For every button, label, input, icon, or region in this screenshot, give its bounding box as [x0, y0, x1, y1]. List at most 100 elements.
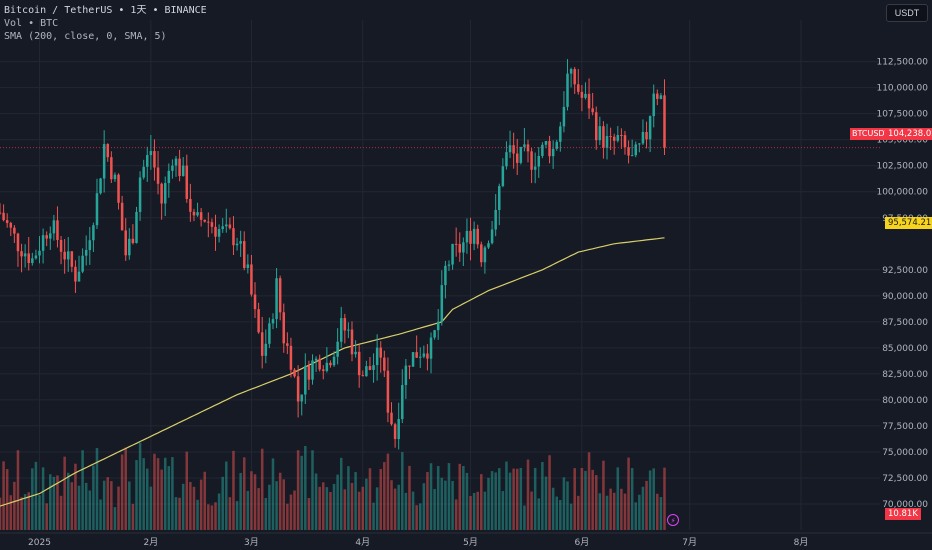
candle-body — [505, 152, 508, 167]
volume-bar — [232, 450, 235, 530]
candle-body — [0, 212, 2, 214]
volume-value-badge: 10.81K — [885, 508, 921, 520]
volume-bar — [357, 491, 361, 530]
candle-body — [541, 144, 544, 156]
volume-bar — [645, 480, 648, 530]
volume-bar — [652, 468, 655, 530]
volume-bar — [361, 486, 365, 530]
candle-body — [602, 126, 605, 148]
candle-body — [544, 141, 548, 145]
candle-body — [415, 352, 418, 358]
volume-bar — [609, 488, 612, 530]
candle-body — [609, 136, 612, 138]
sma-line — [0, 237, 665, 507]
candle-body — [318, 358, 321, 370]
volume-bar — [616, 467, 620, 530]
volume-bar — [203, 471, 206, 530]
volume-bar — [228, 497, 232, 530]
candle-body — [228, 224, 232, 229]
lightning-icon[interactable]: ⚡ — [667, 514, 679, 526]
candle-body — [393, 424, 397, 440]
candle-body — [390, 412, 393, 425]
candle-body — [451, 243, 454, 265]
candle-body — [59, 239, 63, 252]
candle-body — [2, 212, 5, 221]
volume-bar — [375, 487, 379, 530]
candle-body — [63, 251, 66, 260]
candle-body — [498, 186, 501, 210]
volume-bar — [523, 505, 526, 530]
volume-bar — [239, 472, 242, 530]
volume-bar — [318, 486, 321, 530]
x-tick-label: 2月 — [143, 537, 158, 548]
x-tick-label: 2025 — [28, 538, 51, 548]
volume-bar — [458, 463, 462, 530]
candle-body — [386, 370, 390, 413]
volume-legend[interactable]: Vol • BTC — [4, 18, 59, 29]
volume-bar — [429, 463, 433, 530]
candle-body — [27, 253, 30, 264]
volume-bar — [562, 477, 566, 530]
volume-bar — [469, 495, 472, 530]
y-tick-label: 90,000.00 — [882, 292, 928, 302]
symbol-legend[interactable]: Bitcoin / TetherUS • 1天 • BINANCE — [4, 5, 207, 16]
y-tick-label: 107,500.00 — [876, 110, 928, 120]
volume-bar — [171, 457, 174, 530]
candle-body — [411, 352, 415, 367]
volume-bar — [163, 457, 167, 530]
candle-body — [519, 146, 523, 163]
volume-bar — [113, 507, 117, 530]
y-tick-label: 80,000.00 — [882, 396, 928, 406]
volume-bar — [533, 467, 537, 530]
candle-body — [128, 238, 131, 256]
volume-bar — [587, 452, 591, 530]
volume-bar — [559, 499, 562, 530]
candle-body — [257, 309, 260, 333]
time-axis[interactable]: 2025 2月 3月 4月 5月 6月 7月 8月 — [0, 532, 932, 548]
candle-body — [49, 233, 52, 239]
candle-body — [293, 369, 296, 377]
candle-body — [577, 84, 580, 92]
volume-bar — [257, 488, 260, 530]
candle-body — [573, 69, 576, 85]
volume-bar — [350, 482, 354, 530]
candle-body — [199, 212, 203, 220]
candle-body — [648, 116, 652, 140]
y-tick-label: 70,000.00 — [882, 500, 928, 510]
volume-bar — [135, 460, 138, 530]
candle-body — [548, 141, 551, 157]
volume-bar — [393, 488, 397, 530]
sma-legend[interactable]: SMA (200, close, 0, SMA, 5) — [4, 31, 167, 42]
volume-bar — [174, 497, 178, 530]
price-axis[interactable]: 112,500.00 110,000.00 107,500.00 105,000.00… — [876, 58, 928, 510]
candle-body — [210, 222, 214, 227]
volume-bar — [494, 472, 497, 530]
candle-body — [656, 93, 659, 99]
candle-body — [239, 241, 242, 244]
volume-bar — [124, 447, 127, 530]
volume-bar — [329, 491, 332, 530]
volume-bar — [70, 482, 74, 530]
candle-body — [196, 212, 199, 216]
volume-bar — [225, 461, 228, 530]
candle-body — [242, 241, 246, 268]
candle-body — [365, 366, 368, 377]
candle-body — [336, 341, 339, 357]
sma-value-badge: 95,574.21 — [885, 217, 932, 229]
volume-bar — [544, 476, 548, 530]
candle-body — [465, 230, 469, 243]
volume-bar — [268, 484, 271, 530]
volume-bar — [573, 468, 576, 530]
candle-body — [23, 253, 27, 257]
volume-bar — [541, 462, 544, 530]
candle-body — [185, 165, 189, 199]
candle-body — [289, 345, 293, 370]
candle-body — [192, 211, 196, 216]
volume-bar — [314, 473, 318, 530]
currency-button[interactable]: USDT — [886, 4, 928, 22]
volume-bar — [34, 461, 38, 530]
candle-body — [454, 243, 458, 245]
candle-body — [9, 222, 13, 228]
volume-bar — [38, 495, 41, 530]
